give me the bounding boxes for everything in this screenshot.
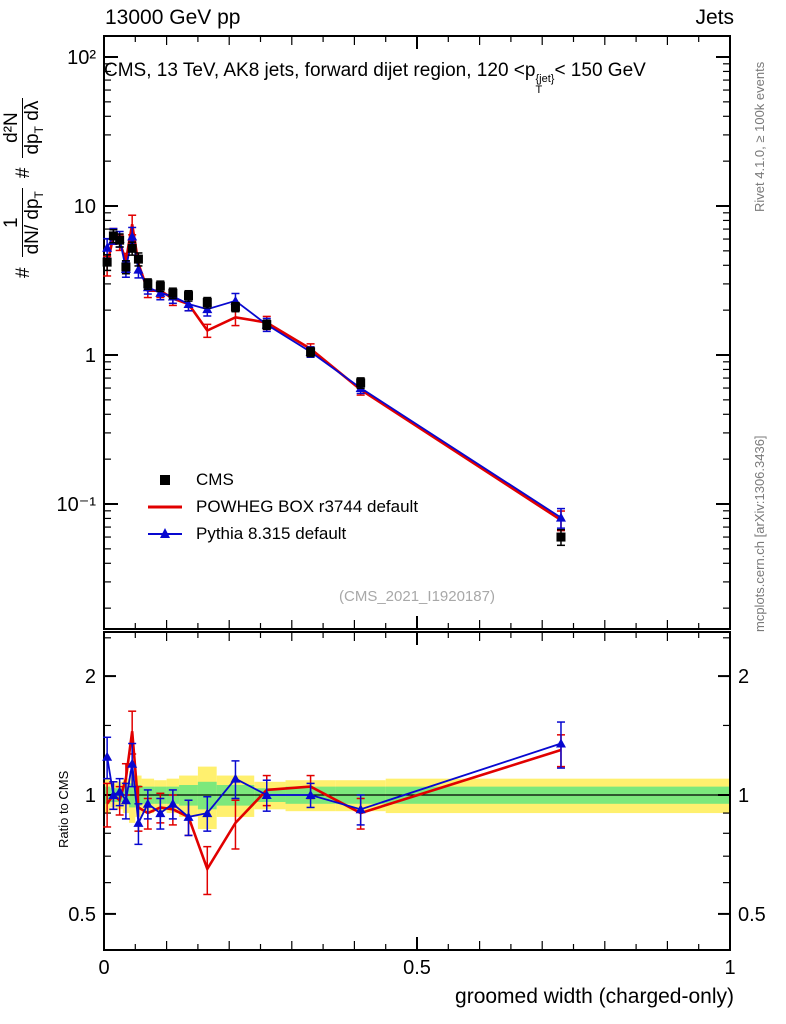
ylabel-frac2-denominator: dpT dλ: [21, 98, 46, 158]
rivet-version-note: Rivet 4.1.0, ≥ 100k events: [752, 61, 767, 212]
legend-label-pythia: Pythia 8.315 default: [196, 523, 347, 543]
svg-text:1: 1: [85, 785, 96, 807]
ylabel-fraction-1: 1 dN/ dpT: [1, 188, 46, 258]
svg-text:0.5: 0.5: [738, 904, 766, 926]
svg-text:1: 1: [738, 785, 749, 807]
pythia-ratio-series: [102, 721, 566, 846]
svg-text:0.5: 0.5: [403, 957, 431, 979]
ylabel-fraction-2: d²N dpT dλ: [1, 97, 46, 158]
plot-title-post: < 150 GeV: [554, 60, 646, 81]
svg-text:0: 0: [98, 957, 109, 979]
ratio-uncertainty-bands: [104, 766, 730, 830]
svg-text:10²: 10²: [67, 47, 96, 69]
x-axis-title: groomed width (charged-only): [455, 985, 734, 1008]
powheg-line-icon: [148, 505, 182, 508]
pythia-marker-icon: [148, 527, 182, 538]
mcplots-reference-note: mcplots.cern.ch [arXiv:1306.3436]: [752, 435, 767, 632]
svg-text:1: 1: [724, 957, 735, 979]
svg-text:1: 1: [85, 345, 96, 367]
pt-symbol: p: [524, 60, 536, 81]
plot-title-pre: CMS, 13 TeV, AK8 jets, forward dijet reg…: [104, 60, 525, 81]
axis-tick-labels: 10² 10 1 10⁻¹ 2 2 1 1 0.5 0.5 0 0.5 1 groomed width (…: [57, 47, 766, 1008]
svg-text:0.5: 0.5: [68, 904, 96, 926]
svg-text:2: 2: [738, 666, 749, 688]
ylabel-frac2-numerator: d²N: [1, 112, 22, 143]
ylabel-frac1-denominator: dN/ dpT: [21, 188, 46, 257]
cms-main-series: [102, 228, 566, 547]
pt-superscript: {jet}: [535, 73, 555, 85]
legend-label-cms: CMS: [196, 469, 234, 489]
ylabel-frac1-den-text: dN/ dp: [21, 198, 43, 255]
legend-label-powheg: POWHEG BOX r3744 default: [196, 496, 419, 516]
ylabel-frac1-numerator: 1: [1, 217, 22, 229]
ylabel-frac2-den-sub: T: [31, 126, 46, 134]
legend: CMS POWHEG BOX r3744 default Pythia 8.31…: [146, 466, 418, 547]
cms-marker-icon: [160, 474, 170, 485]
pt-scripts: {jet} T: [535, 74, 554, 96]
ylabel-frac2-den-tail: dλ: [21, 100, 43, 127]
legend-item-powheg: POWHEG BOX r3744 default: [146, 493, 418, 520]
ylabel-hash-1: #: [12, 267, 34, 278]
plot-root: 10² 10 1 10⁻¹ 2 2 1 1 0.5 0.5 0 0.5 1 groomed width (…: [57, 35, 766, 1008]
ylabel-hash-2: #: [12, 167, 34, 179]
analysis-topic-label: Jets: [695, 6, 734, 29]
plot-title: CMS, 13 TeV, AK8 jets, forward dijet reg…: [104, 60, 744, 96]
main-y-axis-label: # 1 dN/ dpT # d²N dpT dλ: [1, 38, 46, 278]
svg-text:10: 10: [74, 196, 96, 218]
beam-energy-label: 13000 GeV pp: [105, 6, 241, 29]
axis-ticks: [103, 36, 731, 950]
legend-item-cms: CMS: [146, 466, 418, 493]
ylabel-frac1-den-sub: T: [31, 191, 46, 199]
pt-subscript: T: [535, 84, 543, 96]
analysis-id-watermark: (CMS_2021_I1920187): [339, 588, 495, 605]
ylabel-frac2-den-text: dp: [21, 133, 43, 155]
svg-text:2: 2: [85, 666, 96, 688]
ratio-y-axis-label: Ratio to CMS: [56, 770, 71, 848]
svg-text:10⁻¹: 10⁻¹: [57, 494, 97, 516]
legend-item-pythia: Pythia 8.315 default: [146, 520, 418, 547]
